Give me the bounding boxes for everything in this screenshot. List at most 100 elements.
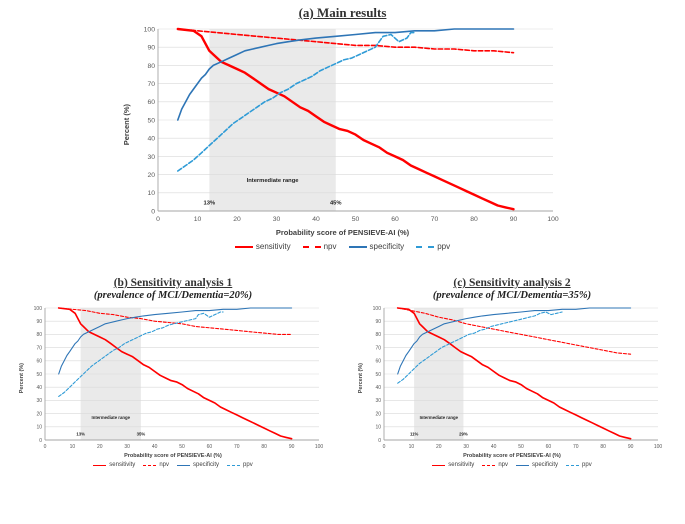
svg-text:40: 40	[147, 136, 155, 143]
legend-item-ppv: ppv	[566, 462, 592, 468]
svg-text:0: 0	[151, 208, 155, 215]
legend-item-specificity: specificity	[516, 462, 558, 468]
chart-c-subtitle: (prevalence of MCI/Dementia=35%)	[432, 290, 592, 301]
legend-swatch-npv	[302, 245, 321, 248]
chart-c-sensitivity-analysis-2: (c) Sensitivity analysis 2 (prevalence o…	[343, 277, 681, 468]
svg-text:11%: 11%	[410, 431, 419, 436]
svg-text:100: 100	[315, 444, 324, 450]
legend-swatch-specificity	[177, 464, 190, 466]
svg-text:90: 90	[628, 444, 634, 450]
svg-text:30: 30	[124, 444, 130, 450]
svg-text:100: 100	[373, 306, 382, 312]
svg-text:80: 80	[375, 332, 381, 338]
svg-text:60: 60	[391, 216, 399, 223]
legend-label-sensitivity: sensitivity	[109, 462, 136, 468]
svg-text:20: 20	[233, 216, 241, 223]
svg-text:10: 10	[147, 190, 155, 197]
legend-item-ppv: ppv	[227, 462, 253, 468]
svg-text:50: 50	[352, 216, 360, 223]
series-ppv	[58, 311, 224, 397]
legend-swatch-sensitivity	[93, 464, 107, 466]
svg-text:13%: 13%	[204, 201, 216, 207]
chart-a-main-results: (a) Main results Percent (%) 0 10 20 30 40 50…	[0, 0, 685, 251]
chart-c-legend: sensitivity npv specificity ppv	[432, 462, 592, 468]
svg-text:70: 70	[573, 444, 579, 450]
series-specificity	[176, 28, 515, 121]
svg-text:40: 40	[312, 216, 320, 223]
chart-svg: 0 10 20 30 40 50 60 70 80 90 100 0 10 20 30 40 50 60 70 80 9…	[144, 26, 559, 223]
legend-label-specificity: specificity	[532, 462, 559, 468]
series-ppv	[176, 31, 416, 172]
svg-text:10: 10	[36, 425, 42, 431]
chart-a-y-axis-label: Percent (%)	[122, 104, 131, 146]
legend-label-npv: npv	[323, 242, 337, 251]
bottom-charts-row: (b) Sensitivity analysis 1 (prevalence o…	[0, 277, 685, 468]
svg-text:70: 70	[375, 345, 381, 351]
chart-b-sensitivity-analysis-1: (b) Sensitivity analysis 1 (prevalence o…	[4, 277, 342, 468]
svg-text:70: 70	[147, 81, 155, 88]
chart-a-title: (a) Main results	[298, 5, 387, 20]
legend-swatch-sensitivity	[432, 464, 446, 466]
legend-swatch-ppv	[566, 464, 580, 466]
series-sensitivity	[396, 307, 632, 440]
svg-text:Intermediate range: Intermediate range	[92, 415, 131, 420]
svg-text:60: 60	[546, 444, 552, 450]
svg-text:Intermediate range: Intermediate range	[247, 178, 300, 184]
svg-text:40: 40	[491, 444, 497, 450]
svg-text:80: 80	[147, 63, 155, 70]
legend-item-specificity: specificity	[348, 242, 405, 251]
svg-text:100: 100	[34, 306, 43, 312]
chart-c-title: (c) Sensitivity analysis 2	[453, 277, 571, 289]
svg-text:0: 0	[378, 438, 381, 444]
legend-label-specificity: specificity	[369, 242, 405, 251]
chart-b-subtitle: (prevalence of MCI/Dementia=20%)	[93, 290, 253, 301]
chart-svg: 0 10 20 30 40 50 60 70 80 90 100 0 10 20 30 40 50 60 70 80 9…	[34, 306, 324, 450]
series-npv	[397, 307, 632, 355]
svg-text:60: 60	[207, 444, 213, 450]
svg-text:90: 90	[147, 45, 155, 52]
legend-item-specificity: specificity	[177, 462, 219, 468]
legend-swatch-npv	[143, 464, 157, 466]
legend-swatch-ppv	[227, 464, 241, 466]
svg-text:10: 10	[70, 444, 76, 450]
svg-text:60: 60	[375, 359, 381, 365]
legend-label-ppv: ppv	[437, 242, 451, 251]
legend-label-npv: npv	[498, 462, 508, 468]
svg-text:13%: 13%	[76, 431, 85, 436]
svg-text:90: 90	[375, 319, 381, 325]
svg-text:60: 60	[147, 99, 155, 106]
svg-text:29%: 29%	[459, 431, 468, 436]
chart-a-legend: sensitivity npv specificity ppv	[234, 242, 450, 251]
series-npv	[176, 28, 515, 54]
svg-text:80: 80	[261, 444, 267, 450]
svg-text:45%: 45%	[330, 201, 342, 207]
svg-text:0: 0	[44, 444, 47, 450]
legend-swatch-sensitivity	[234, 245, 253, 248]
svg-text:20: 20	[147, 172, 155, 179]
svg-text:100: 100	[547, 216, 559, 223]
svg-text:0: 0	[383, 444, 386, 450]
svg-text:20: 20	[36, 411, 42, 417]
svg-text:20: 20	[375, 411, 381, 417]
svg-text:90: 90	[289, 444, 295, 450]
series-sensitivity	[57, 307, 293, 440]
legend-label-ppv: ppv	[582, 462, 592, 468]
svg-text:50: 50	[518, 444, 524, 450]
legend-label-sensitivity: sensitivity	[448, 462, 475, 468]
legend-label-npv: npv	[159, 462, 169, 468]
svg-text:70: 70	[234, 444, 240, 450]
legend-item-ppv: ppv	[416, 242, 450, 251]
legend-label-specificity: specificity	[193, 462, 220, 468]
svg-text:40: 40	[152, 444, 158, 450]
svg-text:50: 50	[179, 444, 185, 450]
legend-item-npv: npv	[302, 242, 337, 251]
svg-text:20: 20	[97, 444, 103, 450]
svg-text:90: 90	[36, 319, 42, 325]
legend-swatch-ppv	[416, 245, 435, 248]
svg-text:80: 80	[470, 216, 478, 223]
svg-text:10: 10	[375, 425, 381, 431]
svg-text:40: 40	[36, 385, 42, 391]
legend-item-npv: npv	[143, 462, 169, 468]
svg-text:10: 10	[409, 444, 415, 450]
